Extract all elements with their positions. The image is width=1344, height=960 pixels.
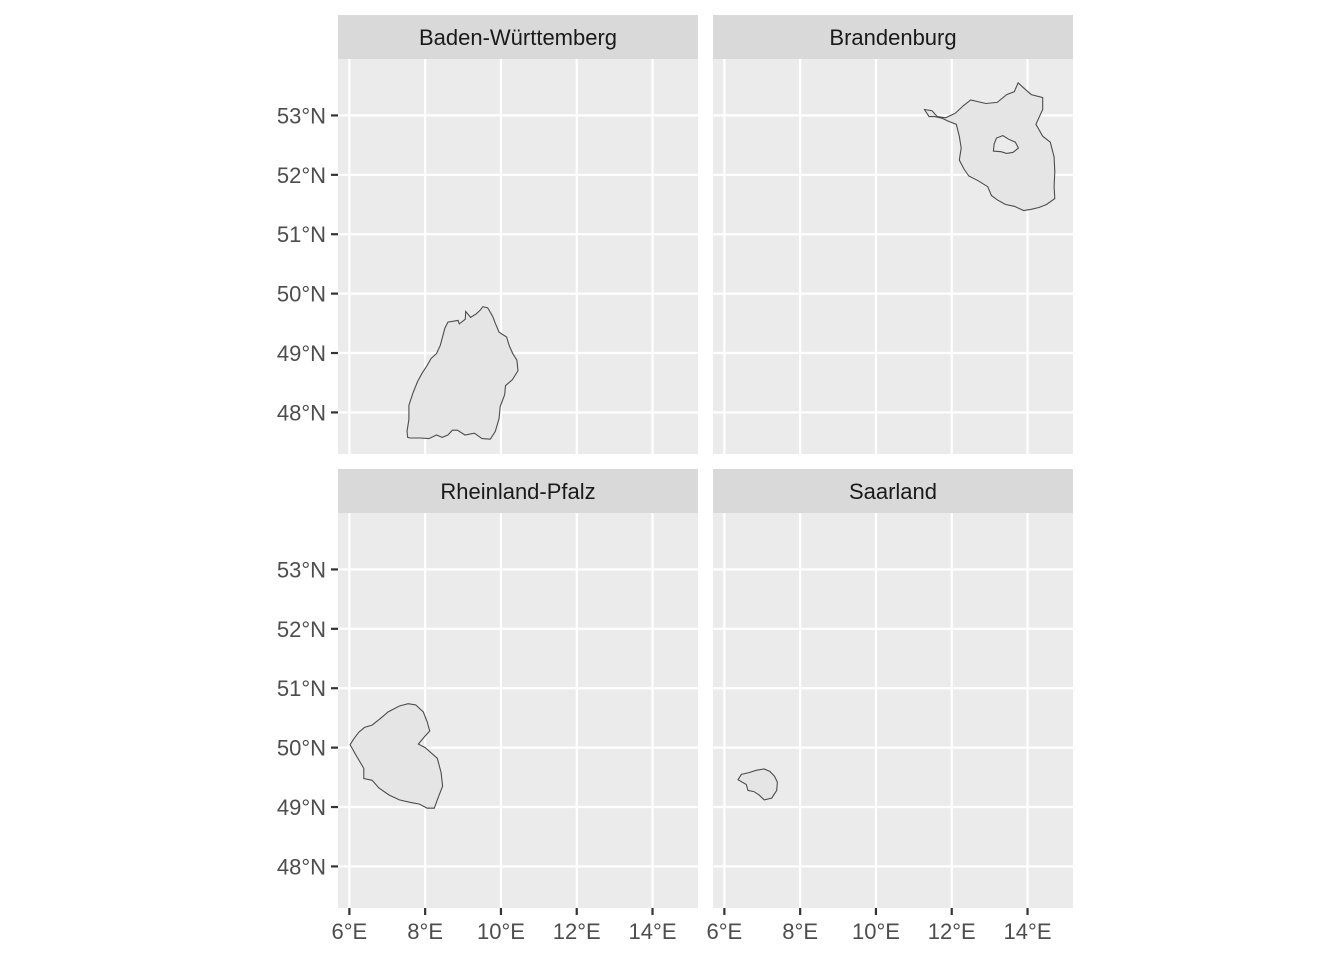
x-axis-tick-label: 14°E — [629, 919, 677, 944]
y-axis-tick-label: 50°N — [277, 736, 326, 761]
facet-panel — [338, 513, 698, 908]
y-axis-tick-label: 51°N — [277, 222, 326, 247]
panel-background — [338, 59, 698, 454]
facet-title: Brandenburg — [829, 25, 956, 50]
y-axis-tick-label: 53°N — [277, 103, 326, 128]
y-axis-tick-label: 49°N — [277, 341, 326, 366]
region-outline-rp — [349, 703, 444, 809]
x-axis-tick-label: 10°E — [852, 919, 900, 944]
region-outline-bw — [406, 306, 519, 440]
facet-rp: Rheinland-Pfalz — [338, 469, 698, 908]
y-axis-tick-label: 51°N — [277, 676, 326, 701]
facet-title: Saarland — [849, 479, 937, 504]
facet-panel — [713, 513, 1073, 908]
x-axis-tick-label: 12°E — [553, 919, 601, 944]
y-axis-tick-label: 50°N — [277, 282, 326, 307]
x-axis-tick-label: 6°E — [332, 919, 368, 944]
panel-background — [713, 513, 1073, 908]
facet-title: Baden-Württemberg — [419, 25, 617, 50]
y-axis-tick-label: 48°N — [277, 854, 326, 879]
facet-strip — [713, 15, 1073, 59]
facet-strip — [713, 469, 1073, 513]
facet-title: Rheinland-Pfalz — [440, 479, 595, 504]
region-outline-bb — [923, 81, 1056, 212]
y-axis-tick-label: 53°N — [277, 557, 326, 582]
y-axis-tick-label: 48°N — [277, 400, 326, 425]
x-axis-tick-label: 6°E — [707, 919, 743, 944]
x-axis-tick-label: 10°E — [477, 919, 525, 944]
facet-strip — [338, 469, 698, 513]
facet-bb: Brandenburg — [713, 15, 1073, 454]
x-axis-tick-label: 12°E — [928, 919, 976, 944]
x-axis-tick-label: 14°E — [1004, 919, 1052, 944]
facet-panel — [338, 59, 698, 454]
y-axis-tick-label: 52°N — [277, 163, 326, 188]
facet-bw: Baden-Württemberg — [338, 15, 698, 454]
y-axis-tick-label: 52°N — [277, 617, 326, 642]
x-axis-tick-label: 8°E — [407, 919, 443, 944]
facet-strip — [338, 15, 698, 59]
facet-sl: Saarland — [713, 469, 1073, 908]
x-axis-tick-label: 8°E — [782, 919, 818, 944]
y-axis-tick-label: 49°N — [277, 795, 326, 820]
region-outline-sl — [737, 768, 778, 801]
facet-panel — [713, 59, 1073, 454]
